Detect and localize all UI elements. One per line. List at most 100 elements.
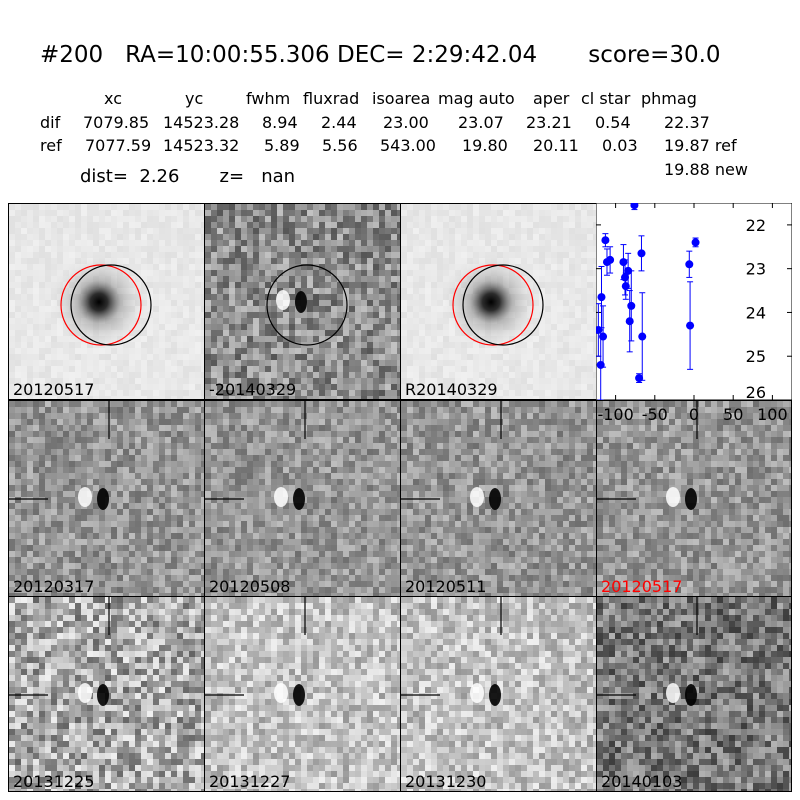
dif-phmag: 22.37 <box>664 113 710 132</box>
ref-cl-star: 0.03 <box>602 136 638 155</box>
stamp-image <box>401 597 596 791</box>
epoch-stamp: 20120317 <box>8 400 205 597</box>
black-aperture-circle <box>462 264 544 346</box>
ref-xc: 7077.59 <box>85 136 152 155</box>
epoch-stamp: 20120508 <box>204 400 401 597</box>
reference-galaxy-stamp: 20120517 <box>8 203 205 400</box>
residual-bright <box>274 683 288 703</box>
black-aperture-circle <box>70 264 152 346</box>
noise-texture <box>205 401 400 596</box>
x-tick-label: 100 <box>757 405 788 424</box>
column-header-mag-auto: mag auto <box>438 89 515 108</box>
data-point <box>624 252 633 289</box>
residual-dark <box>293 488 305 510</box>
dif-fluxrad: 2.44 <box>321 113 357 132</box>
new-phmag: 19.88 new <box>664 160 748 179</box>
column-header-phmag: phmag <box>641 89 697 108</box>
column-header-aper: aper <box>533 89 570 108</box>
stamp-image <box>401 204 596 399</box>
stamp-label: -20140329 <box>209 380 297 399</box>
stamp-label: R20140329 <box>405 380 498 399</box>
data-point <box>597 265 606 329</box>
noise-texture <box>401 597 596 791</box>
stamp-image <box>205 401 400 596</box>
stamp-label: 20120508 <box>209 577 291 596</box>
title: #200 RA=10:00:55.306 DEC= 2:29:42.04 sco… <box>40 42 721 68</box>
stamp-image <box>9 597 204 791</box>
light-curve-plot: 22 23 24 25 26 <box>596 203 792 400</box>
dif-cl-star: 0.54 <box>595 113 631 132</box>
stamp-image <box>205 597 400 791</box>
epoch-stamp: 20131230 <box>400 596 597 792</box>
residual-bright <box>78 487 92 507</box>
residual-dark <box>97 488 109 510</box>
residual-dark <box>489 684 501 706</box>
residual-dark <box>295 291 307 313</box>
data-point <box>606 246 615 274</box>
column-header-xc: xc <box>104 89 122 108</box>
stamp-label: 20120511 <box>405 577 487 596</box>
stamp-label: 20120517 <box>13 380 95 399</box>
stamp-image <box>597 597 791 791</box>
stamp-image <box>9 204 204 399</box>
column-header-fwhm: fwhm <box>246 89 291 108</box>
stamp-label-highlighted: 20120517 <box>601 577 683 596</box>
epoch-stamp-current: 20120517 <box>596 400 792 597</box>
galaxy-core <box>443 254 539 350</box>
row-label-dif: dif <box>40 113 61 132</box>
stamp-label: 20131225 <box>13 772 95 791</box>
residual-dark <box>489 488 501 510</box>
dist-z-readout: dist= 2.26 z= nan <box>80 166 296 187</box>
ref-fwhm: 5.89 <box>264 136 300 155</box>
stamp-label: 20131227 <box>209 772 291 791</box>
residual-bright <box>274 487 288 507</box>
row-label-ref: ref <box>40 136 62 155</box>
residual-dark <box>685 488 697 510</box>
data-point <box>638 292 647 381</box>
residual-dark <box>685 684 697 706</box>
data-point <box>685 250 694 278</box>
noise-texture <box>9 597 204 791</box>
data-point <box>601 233 610 248</box>
y-tick-label: 23 <box>746 260 766 279</box>
red-aperture-circle <box>60 264 142 346</box>
dif-mag-auto: 23.07 <box>458 113 504 132</box>
x-tick-label: -50 <box>642 405 668 424</box>
residual-bright <box>470 683 484 703</box>
noise-texture <box>597 401 791 596</box>
column-header-yc: yc <box>185 89 204 108</box>
x-tick-label: -100 <box>597 405 633 424</box>
dif-aper: 23.21 <box>526 113 572 132</box>
black-aperture-circle <box>266 264 348 346</box>
data-point <box>637 235 646 272</box>
galaxy-core <box>51 254 147 350</box>
epoch-stamp: 20120511 <box>400 400 597 597</box>
noise-texture <box>9 401 204 596</box>
stamp-label: 20120317 <box>13 577 95 596</box>
ref-fluxrad: 5.56 <box>322 136 358 155</box>
residual-dark <box>97 684 109 706</box>
epoch-stamp: 20140103 <box>596 596 792 792</box>
data-point <box>599 305 608 368</box>
y-tick-label: 25 <box>746 347 766 366</box>
ref-aper: 20.11 <box>533 136 579 155</box>
column-header-cl-star: cl star <box>581 89 631 108</box>
residual-bright <box>470 487 484 507</box>
x-tick-label: 0 <box>689 405 699 424</box>
stamp-label: 20140103 <box>601 772 683 791</box>
data-point <box>630 203 639 211</box>
residual-bright <box>666 683 680 703</box>
dif-isoarea: 23.00 <box>383 113 429 132</box>
column-header-isoarea: isoarea <box>372 89 431 108</box>
dif-xc: 7079.85 <box>83 113 150 132</box>
difference-stamp: -20140329 <box>204 203 401 400</box>
red-aperture-circle <box>452 264 534 346</box>
y-tick-label: 22 <box>746 216 766 235</box>
plot-background <box>596 203 792 400</box>
stamp-image <box>597 401 791 596</box>
dif-fwhm: 8.94 <box>262 113 298 132</box>
data-point <box>627 270 636 342</box>
noise-texture <box>401 401 596 596</box>
column-header-fluxrad: fluxrad <box>303 89 360 108</box>
dif-yc: 14523.28 <box>163 113 240 132</box>
